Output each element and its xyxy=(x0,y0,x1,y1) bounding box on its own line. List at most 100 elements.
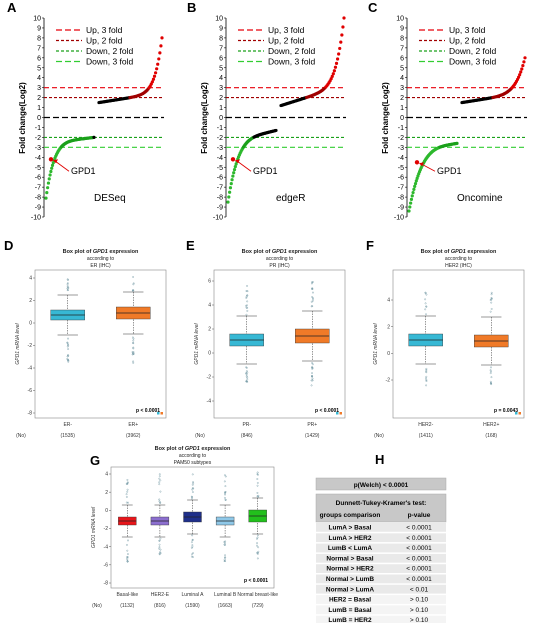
table-row xyxy=(316,574,446,584)
gpd1-point xyxy=(414,160,420,165)
scatter-point xyxy=(92,135,96,139)
category-n: (846) xyxy=(241,433,253,439)
legend-label-1: Up, 2 fold xyxy=(86,36,123,46)
y-tick-label: -4 xyxy=(217,155,223,162)
y-tick-label: -4 xyxy=(35,155,41,162)
scatter-point xyxy=(339,40,343,44)
scatter-point xyxy=(521,64,525,68)
outlier-point xyxy=(126,549,129,552)
outlier-point xyxy=(245,290,248,292)
outlier-point xyxy=(191,541,193,544)
p-swatch xyxy=(336,412,339,415)
outlier-point xyxy=(191,544,194,547)
outlier-point xyxy=(66,283,69,286)
outlier-point xyxy=(158,483,161,486)
scatter-point xyxy=(156,62,160,66)
y-tick-label: -4 xyxy=(207,399,212,405)
outlier-point xyxy=(159,479,162,482)
outlier-point xyxy=(224,542,226,545)
scatter-point xyxy=(520,67,524,71)
outlier-point xyxy=(425,305,428,308)
scatter-point xyxy=(51,161,55,165)
panel-letter: C xyxy=(368,0,378,15)
y-tick-label: 0 xyxy=(219,115,223,122)
outlier-point xyxy=(158,477,161,480)
outlier-point xyxy=(132,342,135,345)
category-label: ER- xyxy=(63,422,72,428)
legend-label-3: Down, 3 fold xyxy=(86,57,134,67)
outlier-point xyxy=(310,300,313,303)
y-tick-label: 4 xyxy=(29,276,32,282)
scatter-point xyxy=(45,191,49,195)
category-label: Luminal A xyxy=(182,592,205,598)
scatter-point xyxy=(409,201,413,205)
y-tick-label: 3 xyxy=(37,85,41,92)
outliers xyxy=(158,473,162,556)
outlier-point xyxy=(490,298,493,301)
y-axis-label: GPD1 mRNA level xyxy=(91,506,97,548)
outlier-point xyxy=(158,498,161,501)
outlier-point xyxy=(245,372,247,375)
outlier-point xyxy=(66,285,69,287)
outlier-point xyxy=(67,358,69,361)
y-tick-label: 1 xyxy=(400,105,404,112)
outliers xyxy=(223,474,227,562)
legend-label-2: Down, 2 fold xyxy=(268,46,316,56)
p-value: p < 0.0001 xyxy=(136,408,160,414)
outlier-point xyxy=(489,372,492,375)
scatter-point xyxy=(155,67,159,71)
box-group-title: ER (IHC) xyxy=(90,263,111,269)
category-n: (1535) xyxy=(61,433,76,439)
outlier-point xyxy=(224,556,227,559)
table-cell-comparison: LumB = HER2 xyxy=(328,617,372,623)
outlier-point xyxy=(126,560,129,563)
legend-label-1: Up, 2 fold xyxy=(268,36,305,46)
scatter-point xyxy=(50,166,54,170)
category-label: PR- xyxy=(242,422,251,428)
outlier-point xyxy=(223,558,226,561)
scatter-point xyxy=(335,57,340,61)
table-cell-comparison: LumB < LumA xyxy=(328,545,373,552)
table-row xyxy=(316,523,446,532)
outlier-point xyxy=(191,483,194,486)
outlier-point xyxy=(67,359,70,362)
scatter-point xyxy=(46,181,51,185)
scatter-point xyxy=(150,80,154,84)
outlier-point xyxy=(425,371,428,374)
outlier-point xyxy=(158,553,161,556)
outlier-point xyxy=(425,377,427,380)
scatter-point xyxy=(409,197,414,201)
y-tick-label: 4 xyxy=(105,472,108,478)
scatter-point xyxy=(333,65,338,69)
outlier-point xyxy=(312,281,314,283)
outlier-point xyxy=(257,546,259,549)
scatter-point xyxy=(411,190,415,195)
y-tick-label: -2 xyxy=(35,135,41,142)
category-n: (1663) xyxy=(218,603,233,609)
category-label: Basal-like xyxy=(116,592,138,598)
scatter-point xyxy=(160,36,164,40)
y-tick-label: 10 xyxy=(215,16,223,23)
y-tick-label: -8 xyxy=(217,195,223,202)
outlier-point xyxy=(490,301,493,304)
outlier-point xyxy=(132,276,134,278)
outlier-point xyxy=(126,488,129,491)
y-tick-label: 2 xyxy=(105,490,108,496)
scatter-points xyxy=(226,16,346,204)
y-tick-label: -8 xyxy=(104,581,109,587)
outliers xyxy=(190,473,195,558)
outlier-point xyxy=(311,367,314,369)
y-tick-label: 7 xyxy=(219,45,223,52)
outlier-point xyxy=(245,370,248,372)
outlier-point xyxy=(245,297,248,299)
category-label: HER2- xyxy=(418,422,433,428)
y-tick-label: -2 xyxy=(386,378,391,384)
y-tick-label: 9 xyxy=(400,25,404,32)
outlier-point xyxy=(132,336,134,339)
panel-letter: A xyxy=(7,0,17,15)
outlier-point xyxy=(224,498,227,501)
box-group-title: PAM50 subtypes xyxy=(174,460,212,466)
